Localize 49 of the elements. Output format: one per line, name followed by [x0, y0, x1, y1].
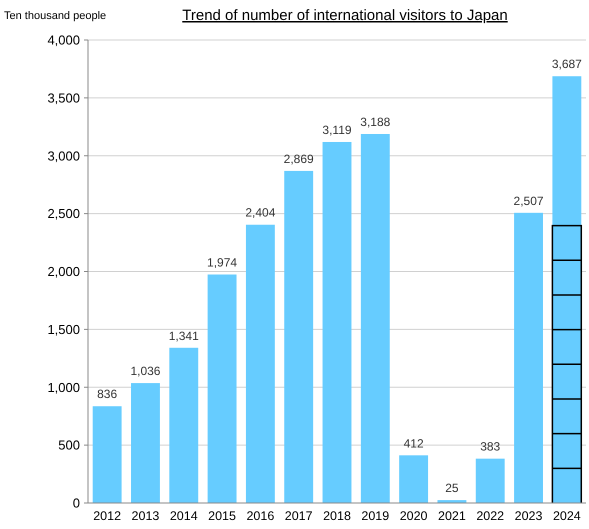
data-label: 3,119	[322, 122, 352, 137]
data-label: 25	[445, 481, 459, 496]
x-tick-label: 2017	[284, 509, 313, 523]
x-tick-label: 2021	[438, 509, 466, 523]
bar	[514, 212, 543, 503]
data-label: 2,507	[514, 194, 544, 208]
bar	[284, 170, 314, 503]
data-label: 383	[480, 440, 501, 454]
x-tick-label: 2015	[208, 509, 236, 523]
y-tick-label: 1,000	[47, 380, 80, 395]
x-tick-label: 2024	[552, 509, 581, 523]
data-label: 412	[404, 436, 424, 450]
y-tick-label: 2,500	[47, 206, 80, 222]
y-tick-label: 3,500	[47, 90, 80, 106]
data-label: 836	[97, 387, 118, 402]
bar	[131, 383, 160, 503]
bar	[92, 406, 122, 503]
y-tick-label: 0	[72, 496, 80, 511]
x-tick-label: 2018	[323, 509, 351, 523]
bar	[208, 274, 237, 503]
bar	[169, 348, 198, 503]
bar	[322, 142, 352, 503]
data-label: 2,404	[245, 206, 276, 220]
y-tick-label: 3,000	[47, 148, 80, 164]
x-tick-label: 2019	[361, 509, 390, 523]
x-tick-label: 2016	[246, 509, 274, 523]
x-tick-label: 2022	[476, 509, 504, 523]
y-tick-label: 500	[58, 438, 80, 453]
bar	[399, 455, 428, 503]
data-label: 1,341	[168, 328, 200, 343]
data-label: 3,687	[552, 57, 582, 72]
chart-title: Trend of number of international visitors to Japan	[182, 7, 508, 24]
x-tick-label: 2012	[93, 509, 122, 523]
bar	[360, 134, 390, 503]
y-tick-label: 1,500	[47, 322, 80, 337]
y-axis-title: Ten thousand people	[4, 10, 106, 22]
x-tick-label: 2023	[514, 509, 542, 523]
x-tick-label: 2014	[170, 509, 198, 523]
data-label: 1,974	[207, 256, 238, 270]
bar	[552, 76, 582, 503]
bar	[246, 224, 275, 503]
data-label: 3,188	[360, 114, 391, 129]
x-tick-label: 2020	[400, 509, 428, 523]
data-label: 1,036	[130, 364, 161, 378]
bar	[476, 458, 505, 503]
x-tick-label: 2013	[132, 509, 160, 523]
y-tick-label: 4,000	[47, 32, 80, 48]
y-tick-label: 2,000	[47, 264, 80, 280]
data-label: 2,869	[284, 152, 314, 166]
